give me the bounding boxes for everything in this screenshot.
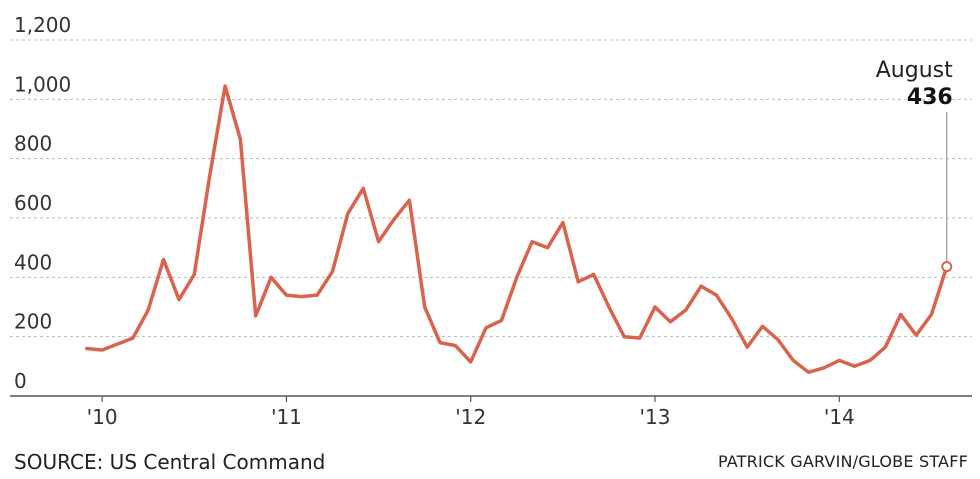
callout-point bbox=[941, 261, 953, 273]
plot-area bbox=[85, 84, 949, 375]
y-tick-label: 0 bbox=[14, 369, 27, 393]
y-tick-label: 600 bbox=[14, 191, 52, 215]
y-tick-label: 800 bbox=[14, 132, 52, 156]
x-tick-label: '12 bbox=[455, 405, 486, 429]
callout-value: 436 bbox=[907, 85, 953, 110]
x-tick-label: '13 bbox=[640, 405, 671, 429]
x-tick-label: '14 bbox=[824, 405, 855, 429]
x-tick-label: '10 bbox=[87, 405, 118, 429]
source-note: SOURCE: US Central Command bbox=[14, 450, 326, 474]
x-tick-label: '11 bbox=[271, 405, 302, 429]
callout: August 436 bbox=[876, 58, 953, 273]
credit-note: PATRICK GARVIN/GLOBE STAFF bbox=[717, 452, 968, 471]
y-tick-label: 400 bbox=[14, 250, 52, 274]
y-axis-ticks: 0 200 400 600 800 1,000 1,200 bbox=[14, 13, 71, 393]
gridlines bbox=[10, 39, 972, 397]
series-line bbox=[85, 84, 949, 375]
y-tick-label: 1,000 bbox=[14, 72, 71, 96]
y-tick-label: 1,200 bbox=[14, 13, 71, 37]
callout-label: August bbox=[876, 58, 953, 83]
x-axis-ticks: '10 '11 '12 '13 '14 bbox=[87, 396, 855, 429]
y-tick-label: 200 bbox=[14, 310, 52, 334]
